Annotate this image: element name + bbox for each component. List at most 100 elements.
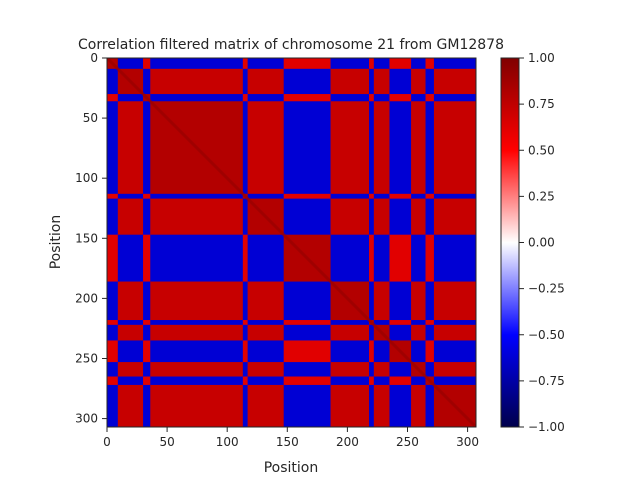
heatmap-cell <box>433 101 476 195</box>
heatmap-cell <box>143 193 151 199</box>
heatmap-cell <box>283 320 331 326</box>
heatmap-cell <box>425 68 435 95</box>
heatmap-cell <box>389 320 412 326</box>
heatmap-cell <box>242 384 248 427</box>
heatmap-cell <box>247 101 284 195</box>
heatmap-cell <box>283 101 331 195</box>
heatmap-cell <box>411 384 426 427</box>
heatmap-cell <box>373 384 390 427</box>
x-tick-label: 0 <box>103 435 111 449</box>
x-axis: 0 50 100 150 200 250 300 <box>103 427 479 449</box>
heatmap-cell <box>389 58 412 70</box>
heatmap-cell <box>242 324 248 341</box>
heatmap-cell <box>373 340 390 363</box>
heatmap-cell <box>117 94 144 102</box>
heatmap-cell <box>330 94 370 102</box>
heatmap-cell <box>242 101 248 195</box>
colorbar-tick-label: 0.50 <box>528 143 555 157</box>
heatmap-cell <box>433 193 476 199</box>
heatmap-cell <box>242 362 248 377</box>
heatmap-cell <box>425 198 435 235</box>
heatmap-cell <box>117 384 144 427</box>
heatmap-cell <box>433 362 476 377</box>
heatmap-cell <box>107 376 119 386</box>
heatmap-cell <box>150 320 244 326</box>
heatmap-cell <box>242 94 248 102</box>
heatmap-cell <box>107 281 119 321</box>
heatmap-cell <box>283 384 331 427</box>
heatmap-cell <box>143 68 151 95</box>
heatmap-cell <box>330 376 370 386</box>
heatmap-cell <box>425 384 435 427</box>
heatmap-cell <box>411 198 426 235</box>
heatmap-cell <box>247 58 284 70</box>
heatmap-cell <box>425 362 435 377</box>
heatmap-cell <box>283 198 331 235</box>
heatmap-cell <box>330 340 370 363</box>
heatmap-cell <box>247 281 284 321</box>
heatmap-cell <box>242 198 248 235</box>
heatmap-cell <box>411 376 426 386</box>
chart-title: Correlation filtered matrix of chromosom… <box>78 37 504 53</box>
heatmap-cell <box>143 340 151 363</box>
heatmap-cell <box>247 68 284 95</box>
heatmap-cell <box>242 68 248 95</box>
heatmap-cell <box>373 320 390 326</box>
x-tick-label: 200 <box>336 435 359 449</box>
colorbar-tick-label: 1.00 <box>528 51 555 65</box>
heatmap-cell <box>283 193 331 199</box>
heatmap-cell <box>150 58 244 70</box>
heatmap-cell <box>117 340 144 363</box>
heatmap-cell <box>433 324 476 341</box>
heatmap-cell <box>389 324 412 341</box>
heatmap-cell <box>389 376 412 386</box>
x-tick-label: 250 <box>396 435 419 449</box>
heatmap-cell <box>143 281 151 321</box>
heatmap-cell <box>389 198 412 235</box>
heatmap-cell <box>247 193 284 199</box>
heatmap-cell <box>242 376 248 386</box>
heatmap-cell <box>150 198 244 235</box>
heatmap-cell <box>283 362 331 377</box>
heatmap-cell <box>373 234 390 282</box>
heatmap-cell <box>373 101 390 195</box>
heatmap-cell <box>373 68 390 95</box>
heatmap-cell <box>283 94 331 102</box>
heatmap-cell <box>389 94 412 102</box>
heatmap-cell <box>150 362 244 377</box>
heatmap-cell <box>143 101 151 195</box>
x-tick-label: 50 <box>159 435 174 449</box>
y-tick-label: 200 <box>75 291 98 305</box>
heatmap-cell <box>107 198 119 235</box>
heatmap-cell <box>150 68 244 95</box>
heatmap-cell <box>433 320 476 326</box>
heatmap-cell <box>247 340 284 363</box>
heatmap-cell <box>330 234 370 282</box>
heatmap-cell <box>150 340 244 363</box>
heatmap-cell <box>330 324 370 341</box>
heatmap-cell <box>411 193 426 199</box>
heatmap-cell <box>389 362 412 377</box>
colorbar-ticks: 1.00 0.75 0.50 0.25 0.00 −0.25 −0.50 −0.75 −1.00 <box>519 51 565 434</box>
heatmap-cell <box>389 384 412 427</box>
heatmap-cell <box>283 376 331 386</box>
heatmap-cell <box>330 58 370 70</box>
colorbar-tick-label: −0.50 <box>528 328 565 342</box>
colorbar-tick-label: −0.75 <box>528 374 565 388</box>
heatmap-cell <box>247 384 284 427</box>
heatmap-cell <box>411 68 426 95</box>
heatmap-cell <box>373 94 390 102</box>
heatmap-cell <box>425 101 435 195</box>
heatmap-cell <box>433 340 476 363</box>
heatmap-cell <box>117 198 144 235</box>
heatmap-cell <box>143 234 151 282</box>
heatmap-cell <box>369 101 375 195</box>
heatmap-cell <box>373 193 390 199</box>
colorbar: 1.00 0.75 0.50 0.25 0.00 −0.25 −0.50 −0.75 −1.00 <box>500 51 565 434</box>
heatmap-cell <box>107 340 119 363</box>
heatmap-cell <box>411 340 426 363</box>
y-axis-label: Position <box>48 215 64 270</box>
heatmap-cell <box>330 384 370 427</box>
heatmap-cell <box>247 362 284 377</box>
